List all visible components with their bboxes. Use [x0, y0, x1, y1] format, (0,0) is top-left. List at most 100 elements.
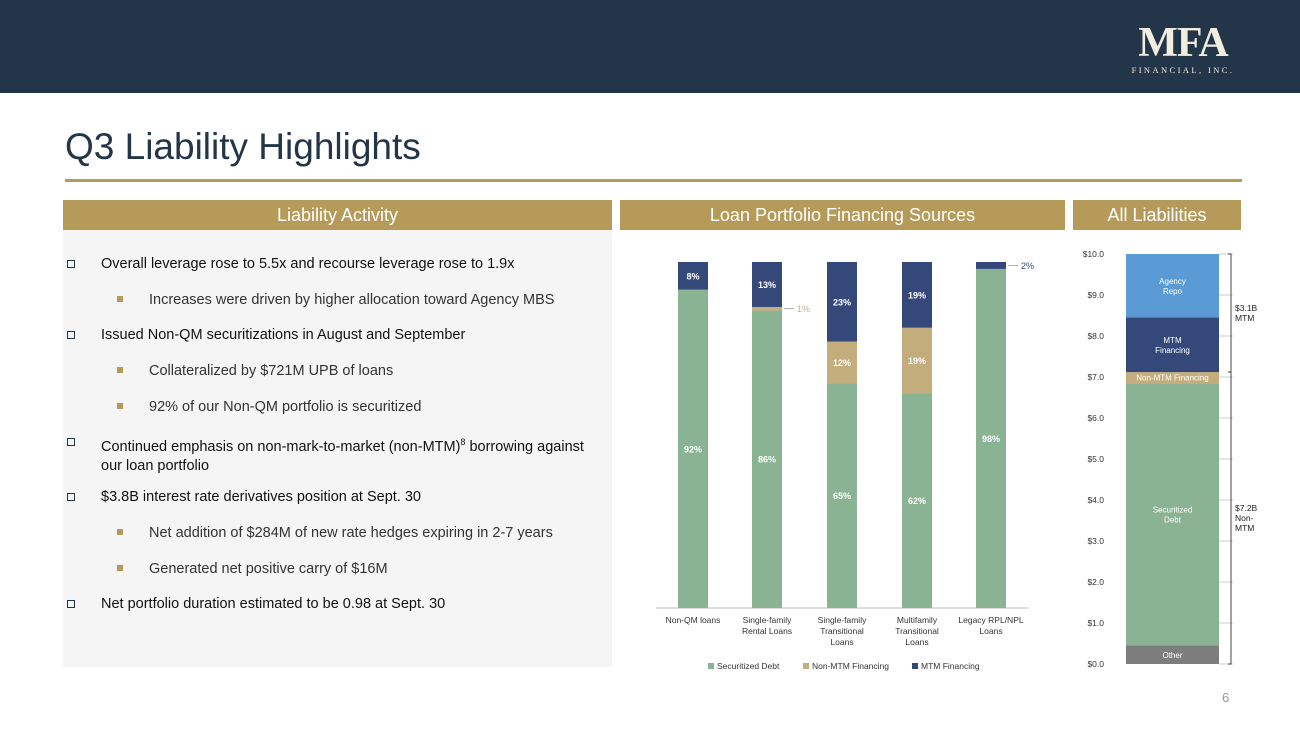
sub-bullet-marker [117, 367, 123, 373]
sub-bullet-text: Net addition of $284M of new rate hedges… [149, 525, 553, 541]
bullet-marker [67, 493, 75, 501]
bar-securitized-debt-3 [827, 383, 857, 608]
bullet-derivatives: $3.8B interest rate derivatives position… [63, 488, 603, 507]
data-label-non-mtm-financing-4: 19% [908, 356, 926, 366]
sub-bullet-text: Increases were driven by higher allocati… [149, 292, 555, 308]
bracket-3-1b-mtm [1228, 253, 1232, 373]
bullet-text-main: Continued emphasis on non-mark-to-market… [101, 438, 461, 455]
x-tick-label-3: Loans [830, 637, 853, 647]
top-banner [0, 0, 1300, 93]
bar-mtm-financing-5 [976, 262, 1006, 269]
y-tick-label-7: $7.0 [1087, 372, 1104, 382]
x-tick-label-4: Transitional [895, 626, 939, 636]
data-label-securitized-debt-1: 92% [684, 444, 702, 454]
legend-swatch-securitized-debt [708, 663, 714, 669]
bracket-label: MTM [1235, 313, 1254, 323]
all-liabilities-chart: $0.0 $1.0 $2.0 $3.0 $4.0 $5.0 $6.0 $7.0 $8.0 $9.0… [1083, 249, 1258, 669]
bar-securitized-debt-5 [976, 268, 1006, 608]
segment-mtm-financing [1126, 317, 1219, 373]
bar-mtm-financing-2 [752, 262, 782, 307]
x-tick-label-4: Loans [905, 637, 928, 647]
segment-other [1126, 645, 1219, 664]
bullet-marker [67, 600, 75, 608]
x-tick-label-2: Rental Loans [742, 626, 792, 636]
sub-bullet-hedges: Net addition of $284M of new rate hedges… [63, 524, 603, 543]
bullet-duration: Net portfolio duration estimated to be 0… [63, 595, 603, 614]
bullet-text: Issued Non-QM securitizations in August … [101, 327, 466, 343]
financing-sources-header: Loan Portfolio Financing Sources [620, 200, 1065, 230]
bullet-marker [67, 438, 75, 446]
bracket-label: $3.1B [1235, 303, 1258, 313]
bullet-text: Continued emphasis on non-mark-to-market… [101, 433, 603, 476]
y-tick-label-5: $5.0 [1087, 454, 1104, 464]
sub-bullet-marker [117, 403, 123, 409]
x-tick-label-1: Non-QM loans [666, 615, 721, 625]
segment-label-mtm-financing: MTM [1163, 336, 1182, 345]
legend-label-mtm-financing: MTM Financing [921, 661, 980, 671]
bracket-7-2b-non [1228, 371, 1232, 665]
data-label-mtm-financing-3: 23% [833, 297, 851, 307]
segment-label-agency-repo: Repo [1163, 287, 1183, 296]
sub-bullet-carry: Generated net positive carry of $16M [63, 560, 603, 579]
segment-agency-repo [1126, 254, 1219, 318]
title-divider [65, 179, 1242, 182]
y-tick-label-4: $4.0 [1087, 495, 1104, 505]
legend-swatch-non-mtm-financing [803, 663, 809, 669]
sub-bullet-securitized-share: 92% of our Non-QM portfolio is securitiz… [63, 398, 603, 417]
y-tick-label-3: $3.0 [1087, 536, 1104, 546]
logo-wordmark: MFA [1138, 20, 1229, 66]
data-label-securitized-debt-5: 98% [982, 434, 1000, 444]
data-label-securitized-debt-2: 86% [758, 455, 776, 465]
data-label-securitized-debt-3: 65% [833, 491, 851, 501]
all-liabilities-header: All Liabilities [1073, 200, 1241, 230]
sub-bullet-text: Generated net positive carry of $16M [149, 561, 388, 577]
sub-bullet-text: 92% of our Non-QM portfolio is securitiz… [149, 399, 422, 415]
bar-non-mtm-financing-3 [827, 341, 857, 384]
sub-bullet-agency: Increases were driven by higher allocati… [63, 291, 603, 310]
liability-activity-header: Liability Activity [63, 200, 612, 230]
segment-securitized-debt [1126, 383, 1219, 646]
financing-sources-chart: 92%8%Non-QM loans86%1%13%Single-familyRe… [656, 261, 1034, 671]
x-tick-label-5: Legacy RPL/NPL [958, 615, 1023, 625]
x-tick-label-5: Loans [979, 626, 1002, 636]
y-tick-label-0: $0.0 [1087, 659, 1104, 669]
page-title: Q3 Liability Highlights [65, 126, 421, 167]
bullet-text-continued: borrowing against our loan portfolio [101, 438, 584, 474]
sub-bullet-text: Collateralized by $721M UPB of loans [149, 363, 394, 379]
sub-bullet-marker [117, 296, 123, 302]
data-label-mtm-financing-2: 13% [758, 280, 776, 290]
bar-securitized-debt-2 [752, 310, 782, 608]
legend-swatch-mtm-financing [912, 663, 918, 669]
footnote-marker: 8 [460, 437, 466, 447]
bracket-label: $7.2B [1235, 503, 1258, 513]
legend-label-securitized-debt: Securitized Debt [717, 661, 780, 671]
segment-label-mtm-financing: Financing [1155, 346, 1190, 355]
x-tick-label-3: Transitional [820, 626, 864, 636]
bullet-non-mtm: Continued emphasis on non-mark-to-market… [63, 433, 603, 476]
data-label-non-mtm-financing-2: 1% [797, 304, 810, 314]
legend-label-non-mtm-financing: Non-MTM Financing [812, 661, 889, 671]
bullet-text: $3.8B interest rate derivatives position… [101, 489, 421, 505]
bar-mtm-financing-1 [678, 262, 708, 290]
y-tick-label-8: $8.0 [1087, 331, 1104, 341]
company-logo: MFA FINANCIAL, INC. [1118, 22, 1248, 77]
bullet-marker [67, 260, 75, 268]
x-tick-label-3: Single-family [818, 615, 867, 625]
data-label-securitized-debt-4: 62% [908, 496, 926, 506]
x-tick-label-4: Multifamily [897, 615, 938, 625]
y-tick-label-2: $2.0 [1087, 577, 1104, 587]
y-tick-label-1: $1.0 [1087, 618, 1104, 628]
bar-securitized-debt-1 [678, 289, 708, 608]
segment-label-securitized-debt: Debt [1164, 515, 1182, 524]
data-label-non-mtm-financing-3: 12% [833, 358, 851, 368]
y-tick-label-9: $9.0 [1087, 290, 1104, 300]
bullet-marker [67, 331, 75, 339]
x-tick-label-2: Single-family [743, 615, 792, 625]
bullet-leverage: Overall leverage rose to 5.5x and recour… [63, 255, 603, 274]
bar-non-mtm-financing-2 [752, 306, 782, 311]
sub-bullet-marker [117, 565, 123, 571]
bullet-text: Overall leverage rose to 5.5x and recour… [101, 256, 515, 272]
segment-non-mtm-financing [1126, 372, 1219, 384]
y-tick-label-6: $6.0 [1087, 413, 1104, 423]
segment-label-agency-repo: Agency [1159, 277, 1186, 286]
